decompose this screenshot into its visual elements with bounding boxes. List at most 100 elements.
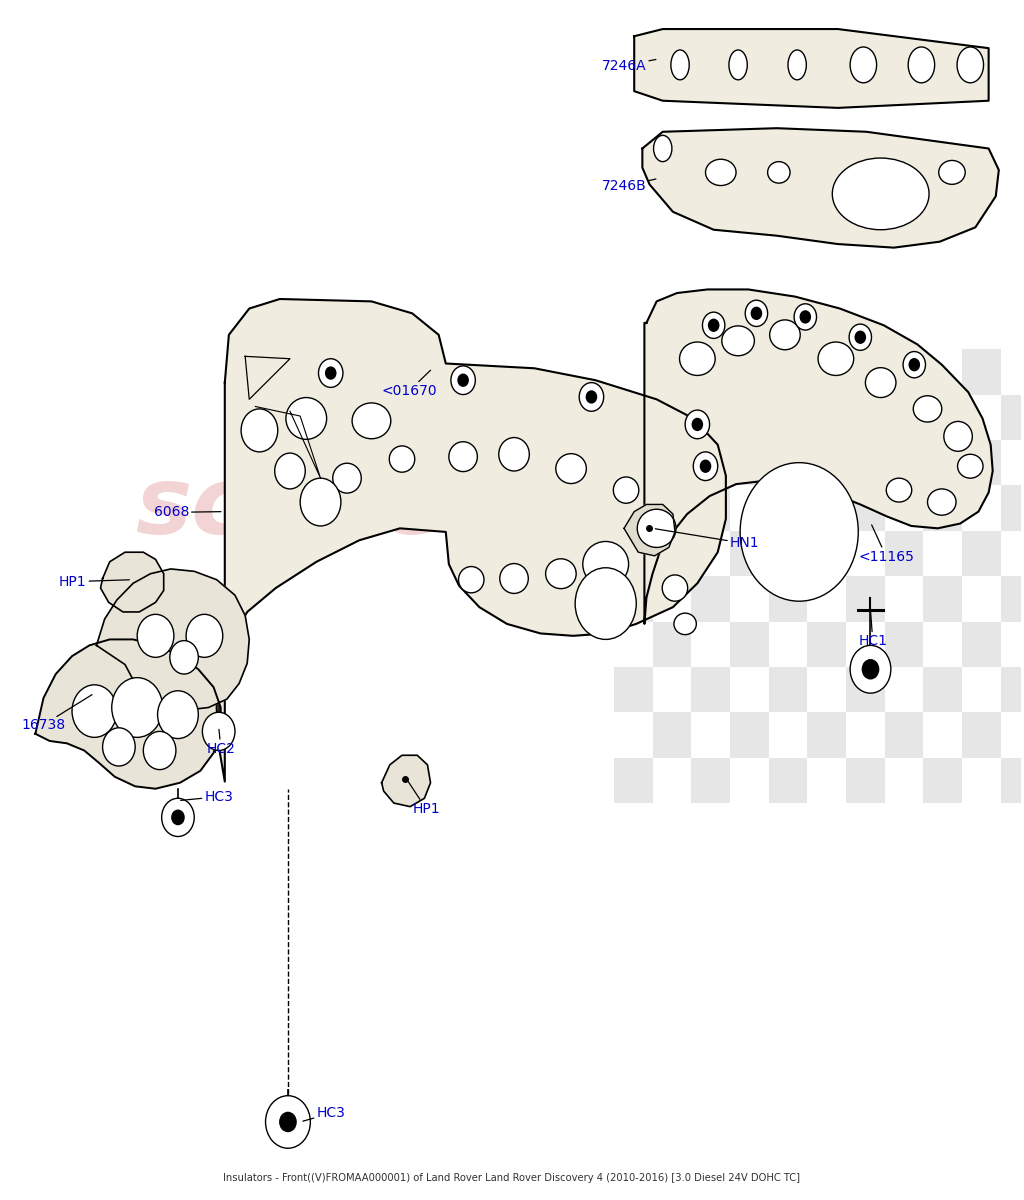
Circle shape (794, 304, 816, 330)
Bar (846, 667, 885, 713)
Ellipse shape (729, 50, 748, 80)
Polygon shape (96, 569, 249, 710)
Ellipse shape (274, 454, 305, 488)
Ellipse shape (613, 476, 639, 503)
Circle shape (685, 410, 710, 439)
Circle shape (862, 660, 879, 679)
Ellipse shape (928, 488, 956, 515)
Bar (846, 576, 885, 622)
Circle shape (326, 367, 336, 379)
Circle shape (451, 366, 475, 395)
Circle shape (692, 419, 702, 431)
Bar (846, 395, 885, 440)
Bar (613, 395, 652, 440)
Bar (652, 349, 691, 395)
Circle shape (203, 713, 234, 750)
Polygon shape (36, 640, 221, 788)
Bar (1000, 395, 1024, 440)
Bar (613, 485, 652, 530)
Bar (807, 713, 846, 757)
Bar (807, 349, 846, 395)
Ellipse shape (957, 47, 983, 83)
Ellipse shape (653, 136, 672, 162)
Bar (963, 349, 1000, 395)
Ellipse shape (957, 455, 983, 478)
Text: HC2: HC2 (207, 730, 236, 756)
Bar (1000, 576, 1024, 622)
Bar (846, 757, 885, 803)
Ellipse shape (546, 559, 577, 589)
Bar (652, 622, 691, 667)
Bar (924, 485, 963, 530)
Polygon shape (100, 552, 164, 612)
Ellipse shape (499, 438, 529, 472)
Bar (769, 667, 807, 713)
Text: 7246B: 7246B (602, 179, 656, 193)
Bar (613, 667, 652, 713)
Circle shape (143, 731, 176, 769)
Ellipse shape (706, 160, 736, 186)
Circle shape (850, 646, 891, 694)
Polygon shape (634, 29, 988, 108)
Ellipse shape (389, 446, 415, 472)
Bar (963, 713, 1000, 757)
Ellipse shape (671, 50, 689, 80)
Bar (846, 485, 885, 530)
Circle shape (265, 1096, 310, 1148)
Circle shape (702, 312, 725, 338)
Circle shape (855, 331, 865, 343)
Circle shape (158, 691, 199, 738)
Bar (885, 713, 924, 757)
Circle shape (458, 374, 468, 386)
Circle shape (170, 641, 199, 674)
Circle shape (575, 568, 636, 640)
Bar (730, 713, 769, 757)
Ellipse shape (637, 509, 676, 547)
Circle shape (112, 678, 163, 737)
Text: HP1: HP1 (58, 575, 129, 589)
Circle shape (745, 300, 768, 326)
Text: Insulators - Front((V)FROMAA000001) of Land Rover Land Rover Discovery 4 (2010-2: Insulators - Front((V)FROMAA000001) of L… (223, 1172, 801, 1183)
Polygon shape (382, 755, 430, 806)
Polygon shape (644, 289, 992, 624)
Bar (730, 440, 769, 485)
Circle shape (903, 352, 926, 378)
Bar (807, 530, 846, 576)
Bar (807, 440, 846, 485)
Ellipse shape (850, 47, 877, 83)
Circle shape (137, 614, 174, 658)
Bar (885, 440, 924, 485)
Text: scuderia: scuderia (135, 462, 589, 554)
Ellipse shape (908, 47, 935, 83)
Bar (924, 667, 963, 713)
Ellipse shape (944, 421, 973, 451)
Text: 7246A: 7246A (602, 59, 656, 73)
Bar (1000, 757, 1024, 803)
Bar (963, 530, 1000, 576)
Ellipse shape (500, 564, 528, 594)
Circle shape (241, 409, 278, 452)
Circle shape (580, 383, 604, 412)
Bar (924, 395, 963, 440)
Ellipse shape (913, 396, 942, 422)
Ellipse shape (770, 320, 800, 349)
Bar (1000, 667, 1024, 713)
Bar (652, 440, 691, 485)
Bar (769, 576, 807, 622)
Circle shape (102, 728, 135, 766)
Circle shape (162, 798, 195, 836)
Text: HC1: HC1 (858, 612, 887, 648)
Bar (1000, 485, 1024, 530)
Bar (691, 757, 730, 803)
Text: 16738: 16738 (22, 695, 92, 732)
Ellipse shape (286, 397, 327, 439)
Circle shape (693, 452, 718, 480)
Circle shape (740, 463, 858, 601)
Bar (924, 576, 963, 622)
Circle shape (280, 1112, 296, 1132)
Polygon shape (624, 504, 675, 556)
Text: <01670: <01670 (382, 371, 437, 397)
Bar (652, 530, 691, 576)
Circle shape (909, 359, 920, 371)
Bar (613, 576, 652, 622)
